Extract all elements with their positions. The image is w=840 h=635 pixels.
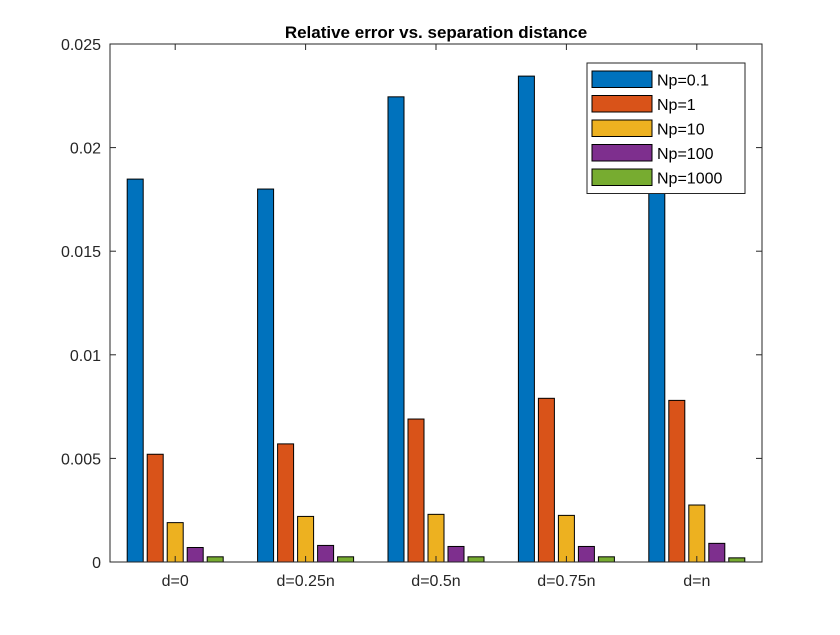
bar-np-1-d-n: [668, 399, 686, 563]
y-tick-label: 0: [92, 555, 101, 572]
bar-np-1000-d-n: [728, 557, 746, 563]
bar-np-10-d-n: [688, 504, 706, 563]
bar-np-100-d-0-25n: [317, 544, 335, 563]
bar-np-1000-d-0-75n: [597, 556, 615, 563]
legend: Np=0.1 Np=1 Np=10 Np=100 Np=1000: [586, 62, 746, 194]
bar-np-10-d-0-25n: [297, 515, 315, 563]
bar-np-1-d-0-5n: [407, 418, 425, 563]
bar-np-100-d-0-5n: [447, 545, 465, 563]
x-tick-label: d=0.25n: [276, 573, 334, 590]
bar-np-1-d-0: [146, 453, 164, 563]
bar-np-10-d-0-5n: [427, 513, 445, 563]
legend-label: Np=0.1: [657, 72, 709, 89]
bar-np-10-d-0-75n: [557, 514, 575, 563]
legend-swatch: [591, 144, 653, 162]
bar-np-0-1-d-0: [126, 178, 144, 563]
axes-group: 0 0.005 0.01 0.015 0.02 0.025 d=0 d=0.25n d=0.5n…: [61, 37, 763, 590]
bar-np-1000-d-0-25n: [337, 556, 355, 563]
bar-np-100-d-n: [708, 542, 726, 563]
bar-np-1000-d-0-5n: [467, 556, 485, 563]
legend-label: Np=1000: [657, 170, 722, 187]
legend-swatch: [591, 119, 653, 137]
x-tick-label: d=0: [162, 573, 189, 590]
bar-np-1-d-0-25n: [277, 443, 295, 563]
y-tick-label: 0.02: [70, 141, 101, 158]
legend-swatch: [591, 95, 653, 113]
bar-np-1-d-0-75n: [537, 397, 555, 563]
x-tick-label: d=n: [683, 573, 710, 590]
y-tick-label: 0.015: [61, 244, 101, 261]
bar-np-1000-d-0: [206, 556, 224, 563]
x-tick-label: d=0.5n: [411, 573, 460, 590]
x-tick-label: d=0.75n: [537, 573, 595, 590]
bar-np-0-1-d-0-25n: [257, 188, 275, 563]
chart-title: Relative error vs. separation distance: [285, 23, 587, 42]
y-tick-label: 0.005: [61, 451, 101, 468]
bar-np-100-d-0-75n: [577, 545, 595, 563]
bar-np-0-1-d-0-5n: [387, 96, 405, 563]
legend-label: Np=100: [657, 146, 714, 163]
legend-swatch: [591, 168, 653, 186]
bar-np-100-d-0: [186, 546, 204, 563]
legend-swatch: [591, 70, 653, 88]
bar-np-0-1-d-0-75n: [517, 75, 535, 563]
legend-label: Np=10: [657, 121, 705, 138]
y-tick-label: 0.025: [61, 37, 101, 54]
legend-label: Np=1: [657, 97, 696, 114]
y-tick-label: 0.01: [70, 348, 101, 365]
bar-np-0-1-d-n: [648, 167, 666, 563]
